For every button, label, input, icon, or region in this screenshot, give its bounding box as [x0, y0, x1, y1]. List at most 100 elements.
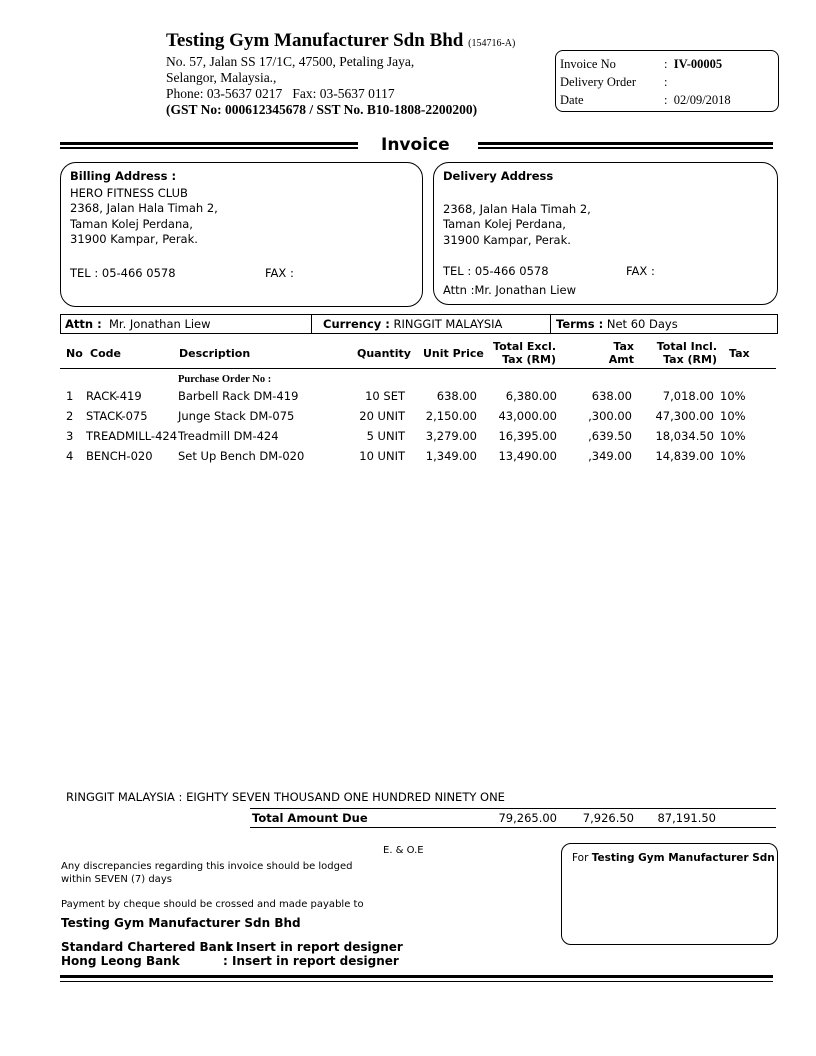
total-excl: 79,265.00: [498, 811, 557, 825]
header-no: No: [66, 347, 83, 360]
address-line: 2368, Jalan Hala Timah 2,: [443, 201, 591, 216]
header-description: Description: [179, 347, 251, 360]
bank1-name: Standard Chartered Bank: [61, 940, 234, 954]
company-phone-fax: Phone: 03-5637 0217 Fax: 03-5637 0117: [166, 86, 395, 101]
header-line: Total Excl.: [493, 340, 556, 353]
billing-address: Billing Address : HERO FITNESS CLUB 2368…: [70, 169, 218, 248]
company-name-text: Testing Gym Manufacturer Sdn Bhd: [166, 30, 464, 51]
payee-name: Testing Gym Manufacturer Sdn Bhd: [61, 916, 301, 930]
invoice-info-values: : IV-00005 : : 02/09/2018: [664, 55, 731, 109]
address-line: 2368, Jalan Hala Timah 2,: [70, 201, 218, 215]
header-total-excl: Total Excl. Tax (RM): [490, 340, 556, 366]
cell-quantity: 20 UNIT: [359, 409, 405, 423]
cell-code: STACK-075: [86, 409, 148, 423]
cell-no: 1: [66, 389, 74, 403]
divider: [60, 975, 773, 978]
cell-tax-amt: ,639.50: [588, 429, 632, 443]
cheque-note: Payment by cheque should be crossed and …: [61, 899, 364, 910]
address-line: Taman Kolej Perdana,: [443, 217, 566, 231]
date-label: Date: [560, 93, 584, 107]
terms-value: Net 60 Days: [606, 317, 678, 331]
bank2-account: : Insert in report designer: [223, 954, 399, 968]
divider: [250, 808, 776, 809]
cell-no: 2: [66, 409, 74, 423]
divider: [60, 981, 773, 982]
for-label: For: [572, 852, 589, 864]
attn-value: Mr. Jonathan Liew: [109, 317, 211, 331]
attn-label: Attn :: [65, 317, 102, 331]
cell-total-excl: 13,490.00: [498, 449, 557, 463]
invoice-no-label: Invoice No: [560, 57, 616, 71]
header-tax: Tax: [729, 347, 750, 360]
cell-unit-price: 2,150.00: [425, 409, 477, 423]
cell-description: Barbell Rack DM-419: [178, 389, 299, 403]
billing-name: HERO FITNESS CLUB: [70, 185, 188, 200]
divider: [478, 142, 773, 145]
company-tax-ids: (GST No: 000612345678 / SST No. B10-1808…: [166, 102, 478, 117]
colon: :: [664, 57, 668, 71]
cell-unit-price: 1,349.00: [425, 449, 477, 463]
billing-tel: TEL : 05-466 0578: [70, 266, 176, 280]
delivery-address: Delivery Address 2368, Jalan Hala Timah …: [443, 169, 591, 248]
address-line: 31900 Kampar, Perak.: [443, 232, 571, 247]
invoice-info-labels: Invoice No Delivery Order Date: [560, 55, 636, 109]
cell-description: Treadmill DM-424: [178, 429, 279, 443]
amount-in-words: RINGGIT MALAYSIA : EIGHTY SEVEN THOUSAND…: [66, 790, 505, 804]
divider: [60, 147, 358, 149]
delivery-attn: Attn :Mr. Jonathan Liew: [443, 283, 577, 297]
cell-tax-amt: ,349.00: [588, 449, 632, 463]
cell-tax: 10%: [720, 409, 746, 423]
cell-code: RACK-419: [86, 389, 142, 403]
cell-tax-amt: 638.00: [591, 389, 632, 403]
divider: [250, 827, 776, 828]
header-line: Tax (RM): [663, 353, 717, 366]
delivery-address-box: [433, 162, 778, 305]
address-line: 31900 Kampar, Perak.: [70, 232, 198, 246]
for-company: Testing Gym Manufacturer Sdn I: [591, 852, 774, 864]
cell-total-incl: 14,839.00: [655, 449, 714, 463]
currency-value: RINGGIT MALAYSIA: [393, 317, 503, 331]
company-name: Testing Gym Manufacturer Sdn Bhd (154716…: [166, 30, 515, 52]
billing-label: Billing Address :: [70, 169, 177, 183]
cell-unit-price: 638.00: [436, 389, 477, 403]
header-quantity: Quantity: [357, 347, 411, 360]
address-line: Selangor, Malaysia.,: [166, 70, 277, 85]
terms-label: Terms :: [556, 317, 604, 331]
signature-box: [561, 843, 778, 945]
cell-tax-amt: ,300.00: [588, 409, 632, 423]
header-line: Total Incl.: [656, 340, 717, 353]
billing-address-box: [60, 162, 423, 307]
divider: [311, 314, 312, 333]
cell-total-incl: 47,300.00: [655, 409, 714, 423]
cell-quantity: 5 UNIT: [366, 429, 405, 443]
invoice-no: IV-00005: [673, 57, 723, 71]
delivery-fax: FAX :: [626, 264, 655, 278]
header-line: Amt: [608, 353, 634, 366]
discrepancy-note: Any discrepancies regarding this invoice…: [61, 860, 353, 886]
bank1-account: : Insert in report designer: [227, 940, 403, 954]
colon: :: [664, 75, 668, 89]
divider: [478, 147, 773, 149]
document-title: Invoice: [381, 135, 450, 155]
cell-quantity: 10 SET: [365, 389, 405, 403]
cell-description: Set Up Bench DM-020: [178, 449, 305, 463]
cell-total-incl: 7,018.00: [662, 389, 714, 403]
colon: :: [664, 93, 668, 107]
delivery-tel: TEL : 05-466 0578: [443, 264, 549, 278]
note-line: within SEVEN (7) days: [61, 874, 172, 885]
header-code: Code: [90, 347, 121, 360]
invoice-info-box: [555, 50, 779, 112]
cell-tax: 10%: [720, 449, 746, 463]
cell-total-excl: 43,000.00: [498, 409, 557, 423]
delivery-order-label: Delivery Order: [560, 75, 637, 89]
purchase-order-label: Purchase Order No :: [178, 374, 272, 385]
eoe-note: E. & O.E: [383, 845, 424, 856]
cell-tax: 10%: [720, 389, 746, 403]
address-line: No. 57, Jalan SS 17/1C, 47500, Petaling …: [166, 54, 415, 69]
divider: [60, 368, 776, 369]
cell-tax: 10%: [720, 429, 746, 443]
cell-total-excl: 16,395.00: [498, 429, 557, 443]
total-incl: 87,191.50: [657, 811, 716, 825]
delivery-label: Delivery Address: [443, 169, 554, 183]
